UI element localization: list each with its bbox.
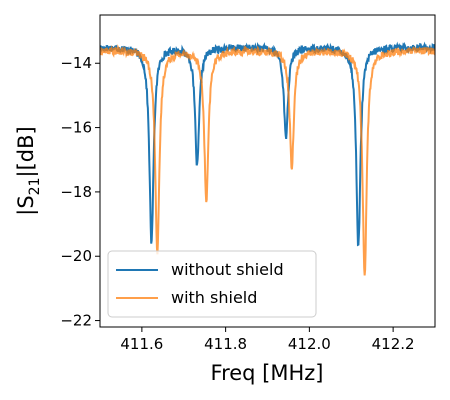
y-tick-label: −20 [60,247,92,265]
series-line-with-shield [100,44,435,276]
y-tick-label: −16 [60,119,92,137]
x-axis-label: Freq [MHz] [211,361,324,385]
legend-label-with-shield: with shield [171,288,257,307]
y-tick-label: −18 [60,183,92,201]
y-axis-label: |S21|[dB] [14,126,43,215]
y-axis: −22 −20 −18 −16 −14 [60,54,100,330]
x-tick-label: 411.8 [204,335,247,353]
x-tick-label: 412.2 [372,335,415,353]
x-axis: 411.6 411.8 412.0 412.2 [120,327,415,353]
x-tick-label: 412.0 [288,335,331,353]
legend-label-without-shield: without shield [171,260,284,279]
y-tick-label: −22 [60,312,92,330]
y-tick-label: −14 [60,54,92,72]
legend: without shield with shield [107,250,317,318]
plot-frame [99,14,436,328]
legend-box [107,250,317,318]
series-layer [100,41,435,276]
x-tick-label: 411.6 [120,335,163,353]
